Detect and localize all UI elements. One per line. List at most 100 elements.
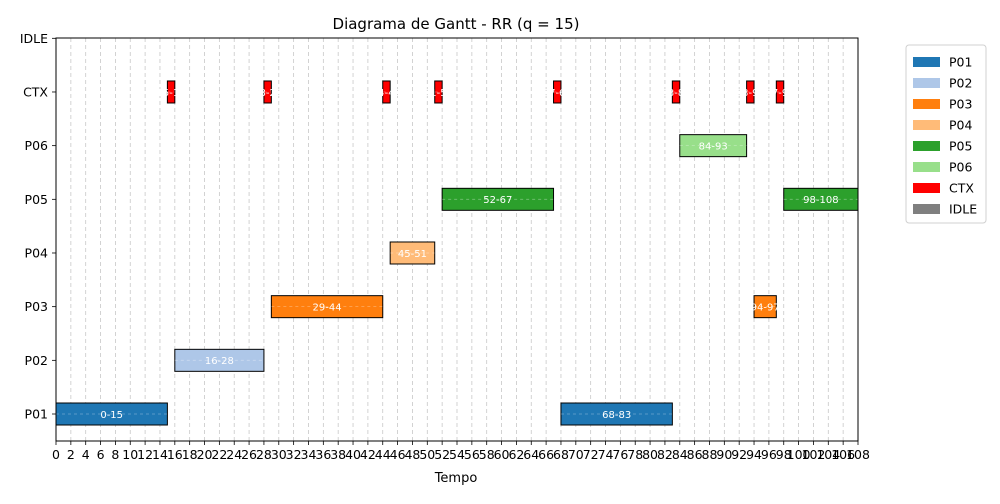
gantt-bar-ctx xyxy=(434,80,443,104)
legend-label: P05 xyxy=(949,139,972,154)
y-tick-label: P03 xyxy=(25,299,48,314)
bar-label: 84-93 xyxy=(699,141,728,152)
y-tick-label: P02 xyxy=(25,353,48,368)
x-tick-label: 98 xyxy=(776,447,792,462)
bar-label: 97-98 xyxy=(765,88,794,99)
x-tick-label: 102 xyxy=(802,447,826,462)
gantt-bar-ctx xyxy=(671,80,681,104)
bar-label: 51-52 xyxy=(424,88,453,99)
x-tick-label: 62 xyxy=(508,447,524,462)
legend-label: P02 xyxy=(949,76,972,91)
x-tick-label: 6 xyxy=(97,447,105,462)
gantt-bar-p03 xyxy=(270,295,384,319)
x-tick-label: 4 xyxy=(82,447,90,462)
x-tick-label: 86 xyxy=(687,447,703,462)
legend-label: P04 xyxy=(949,118,972,133)
bar-label: 44-45 xyxy=(372,88,401,99)
x-tick-label: 78 xyxy=(627,447,643,462)
gantt-bar-p05 xyxy=(441,187,555,211)
gantt-bar-ctx xyxy=(382,80,391,104)
x-tick-label: 76 xyxy=(612,447,628,462)
legend-label: P01 xyxy=(949,55,972,70)
x-tick-label: 8 xyxy=(111,447,119,462)
bar-label: 29-44 xyxy=(313,302,342,313)
y-tick-label: P05 xyxy=(25,192,48,207)
x-tick-label: 32 xyxy=(286,447,302,462)
x-tick-label: 52 xyxy=(434,447,450,462)
x-tick-label: 68 xyxy=(553,447,569,462)
x-tick-label: 80 xyxy=(642,447,658,462)
x-tick-label: 72 xyxy=(583,447,599,462)
x-tick-label: 46 xyxy=(390,447,406,462)
x-axis-label: Tempo xyxy=(434,471,478,486)
bar-label: 45-51 xyxy=(398,249,427,260)
gantt-bar-p04 xyxy=(389,241,436,265)
x-axis: 0 2 4 6 8 10121416182022242628303234363840424… xyxy=(52,441,870,462)
x-tick-label: 90 xyxy=(716,447,732,462)
x-tick-label: 44 xyxy=(375,447,391,462)
bar-label: 93-94 xyxy=(736,88,765,99)
x-tick-label: 104 xyxy=(816,447,840,462)
legend-swatch-p01 xyxy=(913,57,940,67)
x-tick-label: 30 xyxy=(271,447,287,462)
bars-layer: 0-15 16-28 29-44 45-51 52-67 68-83 84-93 94-97 9… xyxy=(55,80,859,426)
x-tick-label: 40 xyxy=(345,447,361,462)
gantt-bar-p01 xyxy=(560,402,673,426)
bar-label: 67-68 xyxy=(543,88,572,99)
gantt-bar-ctx xyxy=(775,80,785,104)
x-tick-label: 36 xyxy=(315,447,331,462)
bar-label: 15-16 xyxy=(157,88,186,99)
x-tick-label: 82 xyxy=(657,447,673,462)
gantt-bar-p03 xyxy=(753,295,777,319)
legend-label: IDLE xyxy=(949,202,977,217)
gantt-bar-ctx xyxy=(263,80,272,104)
legend-swatch-p03 xyxy=(913,99,940,109)
legend: P01 P02 P03 P04 P05 P06 CTX IDLE xyxy=(905,44,987,224)
x-tick-label: 26 xyxy=(241,447,257,462)
x-tick-label: 84 xyxy=(672,447,688,462)
bar-label: 0-15 xyxy=(100,410,123,421)
x-tick-label: 2 xyxy=(67,447,75,462)
x-tick-label: 100 xyxy=(787,447,811,462)
gantt-bar-ctx xyxy=(746,80,755,104)
x-tick-label: 22 xyxy=(211,447,227,462)
y-axis: P01 P02 P03 P04 P05 P06 CTX IDLE xyxy=(20,31,56,422)
x-tick-label: 12 xyxy=(137,447,153,462)
x-tick-label: 0 xyxy=(52,447,60,462)
x-tick-label: 16 xyxy=(167,447,183,462)
x-tick-label: 56 xyxy=(464,447,480,462)
bar-label: 94-97 xyxy=(751,302,780,313)
chart-title: Diagrama de Gantt - RR (q = 15) xyxy=(333,15,580,33)
legend-swatch-p06 xyxy=(913,162,940,172)
x-tick-label: 88 xyxy=(702,447,718,462)
x-tick-label: 74 xyxy=(598,447,614,462)
bar-label: 16-28 xyxy=(205,356,234,367)
bar-label: 83-84 xyxy=(662,88,691,99)
legend-swatch-p04 xyxy=(913,120,940,130)
x-tick-label: 14 xyxy=(152,447,168,462)
x-tick-label: 92 xyxy=(731,447,747,462)
x-tick-label: 54 xyxy=(449,447,465,462)
y-tick-label: IDLE xyxy=(20,31,48,46)
y-tick-label: P06 xyxy=(25,138,48,153)
x-tick-label: 50 xyxy=(419,447,435,462)
x-tick-label: 66 xyxy=(538,447,554,462)
gantt-bar-ctx xyxy=(553,80,562,104)
x-tick-label: 70 xyxy=(568,447,584,462)
x-tick-label: 108 xyxy=(846,447,870,462)
bar-label: 68-83 xyxy=(602,410,631,421)
legend-swatch-p05 xyxy=(913,141,940,151)
x-tick-label: 106 xyxy=(831,447,855,462)
x-tick-label: 34 xyxy=(301,447,317,462)
x-tick-label: 28 xyxy=(256,447,272,462)
legend-label: CTX xyxy=(949,181,974,196)
legend-box xyxy=(905,44,987,224)
x-tick-label: 48 xyxy=(404,447,420,462)
legend-label: P06 xyxy=(949,160,972,175)
legend-label: P03 xyxy=(949,97,972,112)
bar-label: 98-108 xyxy=(803,195,838,206)
y-tick-label: CTX xyxy=(23,84,48,99)
x-tick-label: 64 xyxy=(523,447,539,462)
x-tick-label: 42 xyxy=(360,447,376,462)
